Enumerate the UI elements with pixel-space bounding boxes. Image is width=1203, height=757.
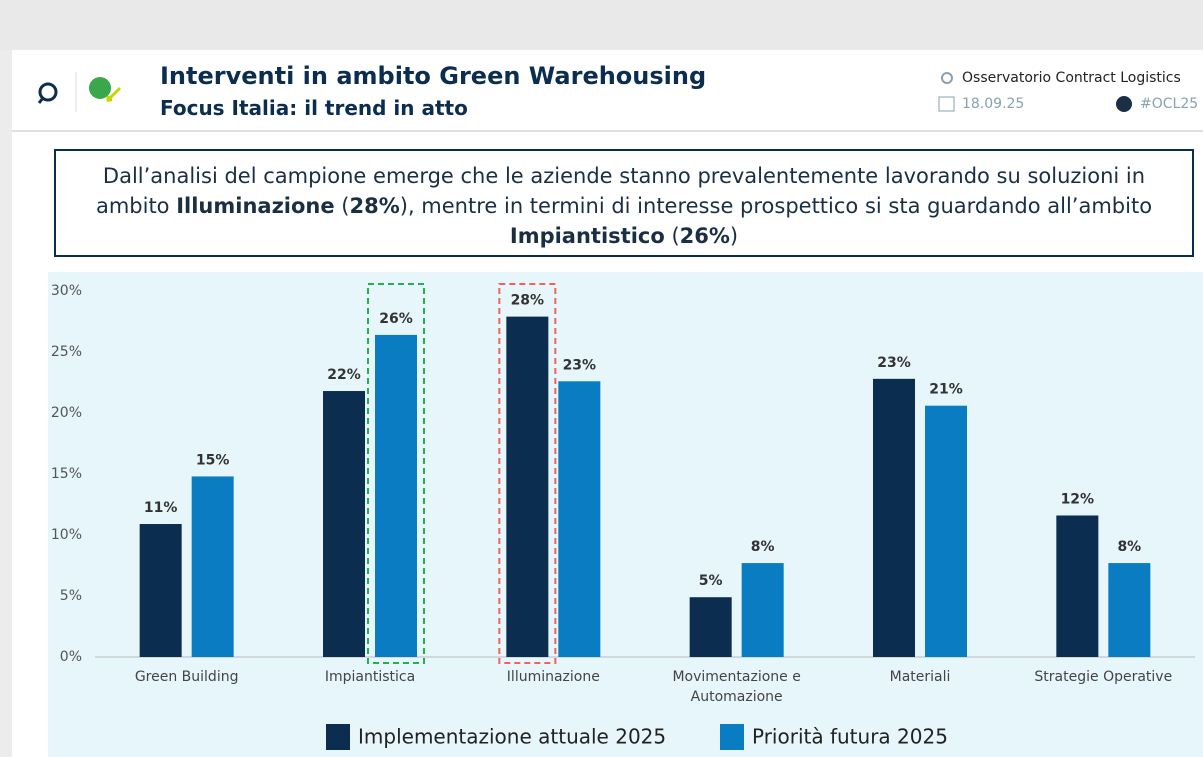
bar [689, 597, 732, 657]
y-tick-label: 10% [51, 527, 82, 543]
y-tick-label: 5% [60, 588, 82, 604]
data-label: 23% [563, 357, 597, 373]
bar [925, 405, 967, 657]
y-tick-label: 25% [51, 344, 82, 360]
highlight-box [498, 283, 557, 664]
title: Interventi in ambito Green Warehousing [160, 62, 707, 90]
subtitle: Focus Italia: il trend in atto [160, 96, 468, 120]
bar [191, 476, 234, 657]
bar [741, 563, 784, 657]
data-label: 11% [144, 500, 178, 516]
y-tick-label: 0% [60, 649, 82, 665]
callout-text: Illuminazione [176, 194, 335, 218]
bar [375, 334, 417, 657]
hashtag: #OCL25 [1140, 96, 1199, 112]
data-label: 22% [327, 367, 361, 383]
legend-swatch [326, 724, 350, 750]
y-tick-label: 30% [51, 283, 82, 299]
callout-text: ) [729, 224, 739, 248]
bar [323, 391, 365, 657]
left-strip [0, 50, 12, 757]
x-tick-label: Movimentazione e Automazione [672, 669, 801, 705]
x-tick-label: Strategie Operative [1034, 669, 1173, 685]
data-label: 28% [511, 293, 545, 309]
bar [558, 381, 601, 657]
data-label: 26% [379, 311, 413, 327]
source: Osservatorio Contract Logistics [962, 70, 1181, 86]
header [12, 50, 1203, 132]
bar [873, 378, 915, 657]
logos [37, 72, 122, 112]
bar [506, 316, 549, 657]
data-label: 15% [196, 452, 230, 468]
legend-label: Implementazione attuale 2025 [358, 725, 666, 749]
y-tick-label: 20% [51, 405, 82, 421]
callout-text: 28% [349, 194, 400, 218]
bar [1056, 515, 1099, 657]
chart-background [48, 272, 1203, 757]
date: 18.09.25 [962, 96, 1025, 112]
legend-swatch [720, 724, 744, 750]
data-label: 8% [751, 539, 775, 555]
callout: Dall’analisi del campione emerge che le … [54, 149, 1194, 257]
data-label: 23% [877, 355, 911, 371]
bar [139, 524, 182, 657]
callout-text: 26% [679, 224, 730, 248]
top-bar [0, 0, 1203, 50]
callout-text: Dall’analisi del campione emerge che le … [95, 164, 1146, 218]
x-tick-label: Materiali [889, 669, 951, 685]
x-tick-label: Green Building [134, 669, 239, 685]
highlight-box [367, 283, 425, 664]
data-label: 8% [1117, 539, 1141, 555]
data-label: 21% [929, 382, 963, 398]
data-label: 5% [699, 573, 723, 589]
callout-text: Impiantistico [509, 224, 665, 248]
callout-text: ( [664, 224, 680, 248]
callout-text: ), mentre in termini di interesse prospe… [399, 194, 1153, 218]
data-label: 12% [1061, 491, 1095, 507]
bar [1108, 563, 1151, 657]
callout-text: ( [334, 194, 350, 218]
x-tick-label: Impiantistica [324, 669, 416, 685]
legend-label: Priorità futura 2025 [752, 725, 948, 749]
x-tick-label: Illuminazione [506, 669, 600, 685]
y-tick-label: 15% [51, 466, 82, 482]
